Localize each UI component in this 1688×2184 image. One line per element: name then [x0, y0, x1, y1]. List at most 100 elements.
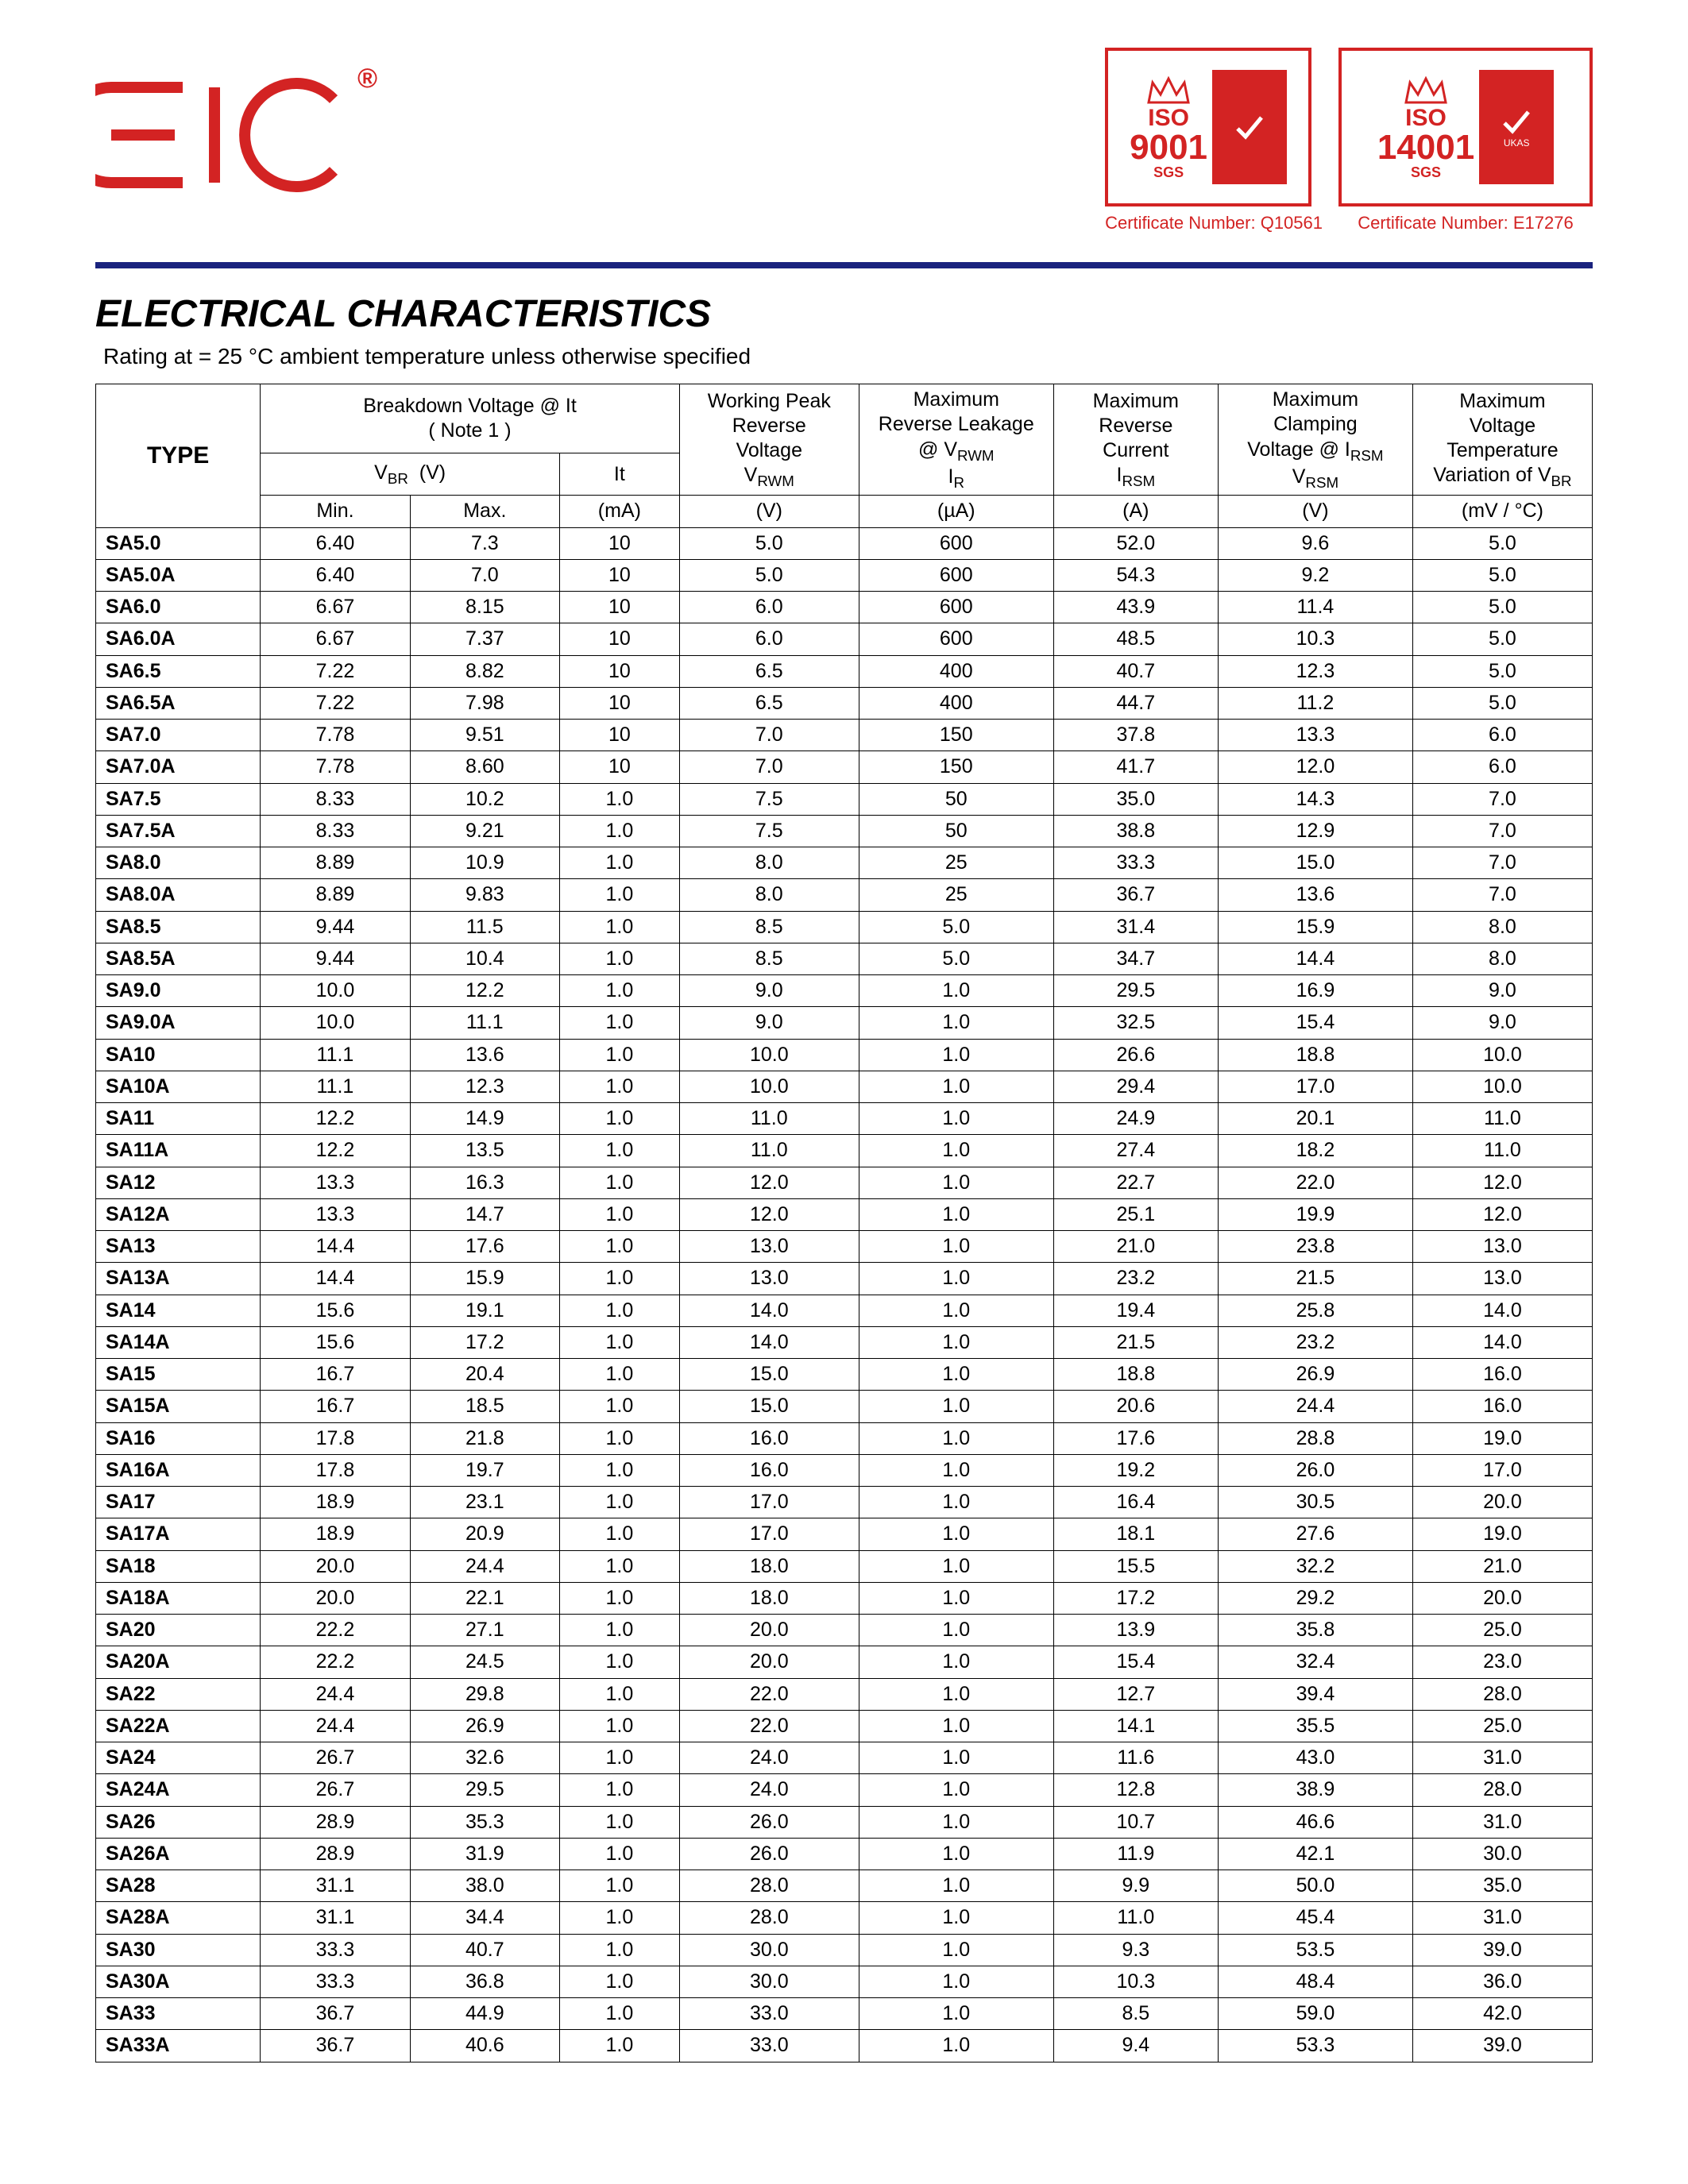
variation-vbr: Variation of VBR: [1433, 464, 1571, 486]
table-row: SA1112.214.91.011.01.024.920.111.0: [96, 1103, 1593, 1135]
cell-value: 9.3: [1053, 1934, 1218, 1966]
cell-value: 14.1: [1053, 1710, 1218, 1742]
cell-type: SA20A: [96, 1646, 261, 1678]
cell-value: 1.0: [560, 1518, 680, 1550]
cell-value: 14.0: [679, 1295, 859, 1326]
cell-value: 46.6: [1218, 1806, 1412, 1838]
cell-value: 1.0: [859, 1391, 1053, 1422]
cell-value: 30.5: [1218, 1487, 1412, 1518]
cell-value: 150: [859, 720, 1053, 751]
cell-value: 31.9: [410, 1838, 559, 1870]
unit-mvc: (mV / °C): [1412, 496, 1592, 527]
cell-value: 1.0: [859, 1007, 1053, 1039]
table-row: SA3336.744.91.033.01.08.559.042.0: [96, 1998, 1593, 2030]
cell-value: 1.0: [859, 1678, 1053, 1710]
table-row: SA8.59.4411.51.08.55.031.415.98.0: [96, 911, 1593, 943]
cell-type: SA10: [96, 1039, 261, 1071]
cell-type: SA30A: [96, 1966, 261, 1997]
cell-value: 15.9: [1218, 911, 1412, 943]
cell-value: 20.0: [1412, 1487, 1592, 1518]
table-row: SA17A18.920.91.017.01.018.127.619.0: [96, 1518, 1593, 1550]
iso-stamp: ISO 14001 SGS: [1377, 75, 1474, 179]
cell-value: 1.0: [859, 1870, 1053, 1902]
cell-value: 10.0: [1412, 1071, 1592, 1102]
cell-value: 11.0: [1412, 1135, 1592, 1167]
cell-type: SA9.0: [96, 975, 261, 1007]
cell-type: SA8.5A: [96, 943, 261, 974]
cell-value: 6.0: [1412, 720, 1592, 751]
cell-value: 5.0: [679, 527, 859, 559]
cell-value: 54.3: [1053, 559, 1218, 591]
cell-value: 1.0: [560, 1934, 680, 1966]
cell-value: 16.3: [410, 1167, 559, 1198]
cell-value: 1.0: [560, 1710, 680, 1742]
table-row: SA9.0A10.011.11.09.01.032.515.49.0: [96, 1007, 1593, 1039]
cell-type: SA7.0A: [96, 751, 261, 783]
cell-value: 13.0: [679, 1231, 859, 1263]
cell-value: 21.5: [1218, 1263, 1412, 1295]
cell-value: 8.0: [1412, 943, 1592, 974]
cell-value: 19.0: [1412, 1518, 1592, 1550]
cell-type: SA11A: [96, 1135, 261, 1167]
cell-value: 32.4: [1218, 1646, 1412, 1678]
cell-value: 36.7: [261, 2030, 410, 2062]
cell-value: 29.5: [1053, 975, 1218, 1007]
cell-value: 40.7: [410, 1934, 559, 1966]
col-vrsm: Maximum Clamping Voltage @ IRSM VRSM: [1218, 384, 1412, 496]
cert-badges: ISO 9001 SGS Certificate Number: Q10561 …: [1105, 48, 1593, 233]
cell-value: 28.0: [679, 1870, 859, 1902]
cell-value: 11.4: [1218, 592, 1412, 623]
cell-value: 16.0: [679, 1422, 859, 1454]
cell-value: 10.0: [1412, 1039, 1592, 1071]
symbol-vrwm: VRWM: [744, 464, 794, 486]
cell-value: 7.0: [1412, 879, 1592, 911]
cell-type: SA8.0A: [96, 879, 261, 911]
cell-value: 25.1: [1053, 1198, 1218, 1230]
cell-value: 1.0: [560, 1198, 680, 1230]
cell-value: 8.0: [679, 879, 859, 911]
brand-logo: ®: [95, 64, 381, 210]
col-vrwm: Working Peak Reverse Voltage VRWM: [679, 384, 859, 496]
table-row: SA20A22.224.51.020.01.015.432.423.0: [96, 1646, 1593, 1678]
cell-value: 10: [560, 687, 680, 719]
cell-value: 25: [859, 847, 1053, 879]
symbol-irsm: IRSM: [1117, 464, 1156, 486]
cell-value: 31.0: [1412, 1902, 1592, 1934]
cell-value: 12.2: [261, 1135, 410, 1167]
cell-value: 10: [560, 655, 680, 687]
cell-value: 23.2: [1053, 1263, 1218, 1295]
table-row: SA1617.821.81.016.01.017.628.819.0: [96, 1422, 1593, 1454]
cell-type: SA17A: [96, 1518, 261, 1550]
cell-type: SA22A: [96, 1710, 261, 1742]
cell-value: 1.0: [859, 1263, 1053, 1295]
cell-value: 12.0: [1218, 751, 1412, 783]
table-row: SA3033.340.71.030.01.09.353.539.0: [96, 1934, 1593, 1966]
cell-value: 16.9: [1218, 975, 1412, 1007]
cell-value: 22.2: [261, 1615, 410, 1646]
cell-value: 7.78: [261, 751, 410, 783]
col-breakdown: Breakdown Voltage @ It ( Note 1 ): [261, 384, 680, 453]
cell-value: 35.3: [410, 1806, 559, 1838]
cell-value: 10.9: [410, 847, 559, 879]
cell-value: 20.0: [261, 1550, 410, 1582]
cell-value: 1.0: [560, 1615, 680, 1646]
cell-value: 15.0: [1218, 847, 1412, 879]
cell-value: 8.0: [679, 847, 859, 879]
cert-caption: Certificate Number: Q10561: [1105, 213, 1323, 233]
cell-type: SA20: [96, 1615, 261, 1646]
cell-value: 1.0: [560, 1806, 680, 1838]
table-row: SA1516.720.41.015.01.018.826.916.0: [96, 1359, 1593, 1391]
cell-value: 29.4: [1053, 1071, 1218, 1102]
table-row: SA2426.732.61.024.01.011.643.031.0: [96, 1742, 1593, 1774]
cell-type: SA14A: [96, 1326, 261, 1358]
table-row: SA2831.138.01.028.01.09.950.035.0: [96, 1870, 1593, 1902]
cell-type: SA15: [96, 1359, 261, 1391]
cell-value: 18.9: [261, 1487, 410, 1518]
cell-value: 15.0: [679, 1391, 859, 1422]
cell-value: 25.8: [1218, 1295, 1412, 1326]
cell-value: 1.0: [560, 1998, 680, 2030]
cell-value: 33.0: [679, 2030, 859, 2062]
iso-label: ISO: [1148, 106, 1189, 130]
cell-value: 12.9: [1218, 815, 1412, 847]
cell-type: SA22: [96, 1678, 261, 1710]
